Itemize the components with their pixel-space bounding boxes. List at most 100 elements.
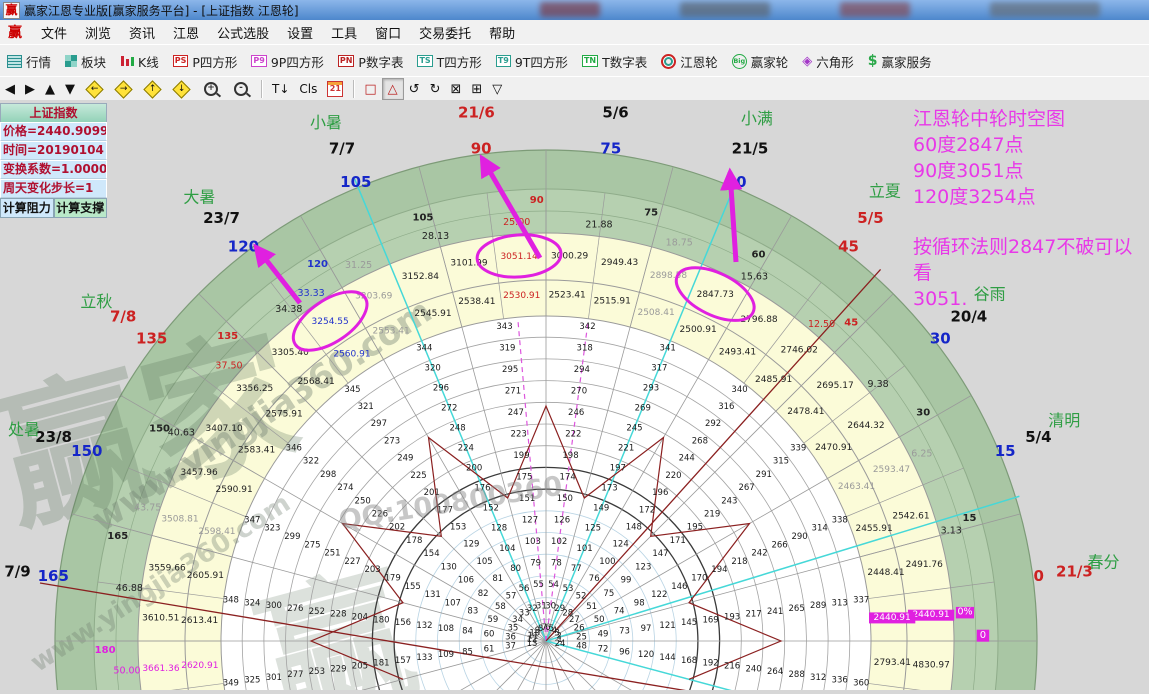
menu-logo-icon: 赢 (8, 25, 22, 41)
svg-text:120: 120 (307, 259, 328, 270)
toolbar-button-六角形[interactable]: ◈ 六角形 (795, 48, 861, 74)
clear-tool-button[interactable]: ▽ (492, 81, 503, 97)
rotate-cw-button[interactable]: ↻ (429, 81, 441, 97)
svg-text:103: 103 (525, 537, 541, 547)
toolbar-button-行情[interactable]: 行情 (0, 48, 58, 74)
toolbar-button-赢家轮[interactable]: Big 赢家轮 (725, 48, 796, 74)
svg-text:59: 59 (487, 615, 498, 625)
menu-item-5[interactable]: 设置 (287, 26, 314, 42)
svg-text:2508.41: 2508.41 (637, 308, 674, 318)
toolbar-button-板块[interactable]: 板块 (58, 48, 113, 74)
svg-text:102: 102 (551, 537, 567, 547)
svg-text:253: 253 (309, 667, 325, 677)
calc-support-button[interactable]: 计算支撑 (53, 198, 107, 218)
svg-text:337: 337 (853, 596, 869, 606)
svg-text:265: 265 (789, 604, 805, 614)
svg-text:312: 312 (810, 673, 826, 683)
svg-text:229: 229 (330, 664, 346, 674)
svg-text:32: 32 (527, 604, 538, 614)
rotate-down-button[interactable]: ▼ (65, 81, 75, 97)
svg-text:204: 204 (352, 613, 368, 623)
zoom-in-button[interactable]: + (196, 79, 226, 99)
svg-text:181: 181 (373, 659, 389, 669)
toolbar-button-T数字表[interactable]: TN T数字表 (575, 48, 654, 74)
svg-text:75: 75 (644, 208, 658, 219)
panel-row-3: 周天变化步长=1 (0, 179, 107, 198)
menu-item-4[interactable]: 公式选股 (217, 26, 270, 42)
svg-text:316: 316 (718, 402, 734, 412)
triangle-tool-button[interactable]: △ (381, 78, 404, 100)
svg-text:343: 343 (496, 322, 512, 332)
svg-text:345: 345 (344, 385, 360, 395)
svg-text:227: 227 (344, 557, 360, 567)
shift-right-button[interactable]: → (109, 79, 138, 99)
rotate-up-button[interactable]: ▲ (45, 81, 55, 97)
svg-text:2463.41: 2463.41 (838, 482, 875, 492)
calendar-button[interactable]: 21 (322, 79, 348, 99)
toolbar-button-江恩轮[interactable]: 江恩轮 (654, 48, 725, 74)
time-axis-button[interactable]: T↓ (272, 82, 290, 96)
svg-text:27: 27 (569, 615, 580, 625)
shift-up-button[interactable]: ↑ (138, 79, 167, 99)
menu-item-0[interactable]: 文件 (41, 26, 68, 42)
svg-text:56: 56 (519, 584, 530, 594)
svg-text:82: 82 (478, 589, 489, 599)
svg-text:21/5: 21/5 (732, 140, 769, 158)
svg-text:45: 45 (844, 318, 858, 329)
shift-left-button[interactable]: ← (80, 79, 109, 99)
svg-text:2590.91: 2590.91 (216, 485, 253, 495)
close-values-button[interactable]: Cls (299, 82, 318, 96)
svg-text:172: 172 (639, 505, 655, 515)
svg-text:168: 168 (681, 656, 697, 666)
menu-item-9[interactable]: 帮助 (489, 26, 516, 42)
svg-text:90: 90 (471, 139, 492, 157)
svg-text:276: 276 (287, 604, 303, 614)
rotate-ccw-button[interactable]: ↺ (408, 81, 420, 97)
svg-text:36: 36 (505, 632, 516, 642)
square-tool-button[interactable]: □ (364, 81, 377, 97)
svg-text:121: 121 (659, 621, 675, 631)
toolbar-button-K线[interactable]: K线 (113, 48, 166, 74)
menu-item-8[interactable]: 交易委托 (419, 26, 472, 42)
toolbar-button-T四方形[interactable]: TS T四方形 (410, 48, 488, 74)
svg-text:2485.91: 2485.91 (755, 375, 792, 385)
svg-text:7/8: 7/8 (110, 308, 136, 326)
svg-text:2515.91: 2515.91 (594, 296, 631, 306)
menu-item-3[interactable]: 江恩 (173, 26, 200, 42)
arrow-to-90 (479, 154, 543, 260)
solar-term-label: 谷雨 (974, 284, 1006, 303)
svg-text:80: 80 (510, 564, 521, 574)
svg-text:150: 150 (71, 442, 102, 460)
menu-item-1[interactable]: 浏览 (85, 26, 112, 42)
toolbar-button-9P四方形[interactable]: P9 9P四方形 (244, 48, 330, 74)
svg-text:2598.41: 2598.41 (198, 527, 235, 537)
fit-box-button[interactable]: ⊞ (471, 81, 483, 97)
shift-down-button[interactable]: ↓ (167, 79, 196, 99)
app-logo-icon: 赢 (3, 1, 20, 19)
menu-item-7[interactable]: 窗口 (375, 26, 402, 42)
svg-text:43.75: 43.75 (134, 503, 161, 514)
svg-text:199: 199 (513, 451, 529, 461)
zoom-out-button[interactable]: - (226, 79, 256, 99)
svg-text:244: 244 (679, 454, 695, 464)
forward-button[interactable]: ▶ (25, 81, 35, 97)
menu-item-2[interactable]: 资讯 (129, 26, 156, 42)
menu-item-6[interactable]: 工具 (331, 26, 358, 42)
svg-text:132: 132 (416, 621, 432, 631)
toolbar-button-P四方形[interactable]: PS P四方形 (166, 48, 245, 74)
svg-text:176: 176 (474, 484, 490, 494)
toolbar-button-P数字表[interactable]: PN P数字表 (331, 48, 411, 74)
toolbar-button-赢家服务[interactable]: $ 赢家服务 (861, 48, 939, 74)
svg-text:3559.66: 3559.66 (148, 563, 185, 573)
back-button[interactable]: ◀ (5, 81, 15, 97)
svg-text:269: 269 (635, 403, 651, 413)
svg-text:15.63: 15.63 (741, 271, 768, 282)
toolbar-button-9T四方形[interactable]: T9 9T四方形 (489, 48, 575, 74)
svg-text:99: 99 (621, 576, 632, 586)
svg-text:135: 135 (136, 329, 167, 347)
calc-resistance-button[interactable]: 计算阻力 (0, 198, 54, 218)
svg-text:205: 205 (352, 661, 368, 671)
delete-box-button[interactable]: ⊠ (450, 81, 462, 97)
svg-text:30: 30 (916, 408, 930, 419)
